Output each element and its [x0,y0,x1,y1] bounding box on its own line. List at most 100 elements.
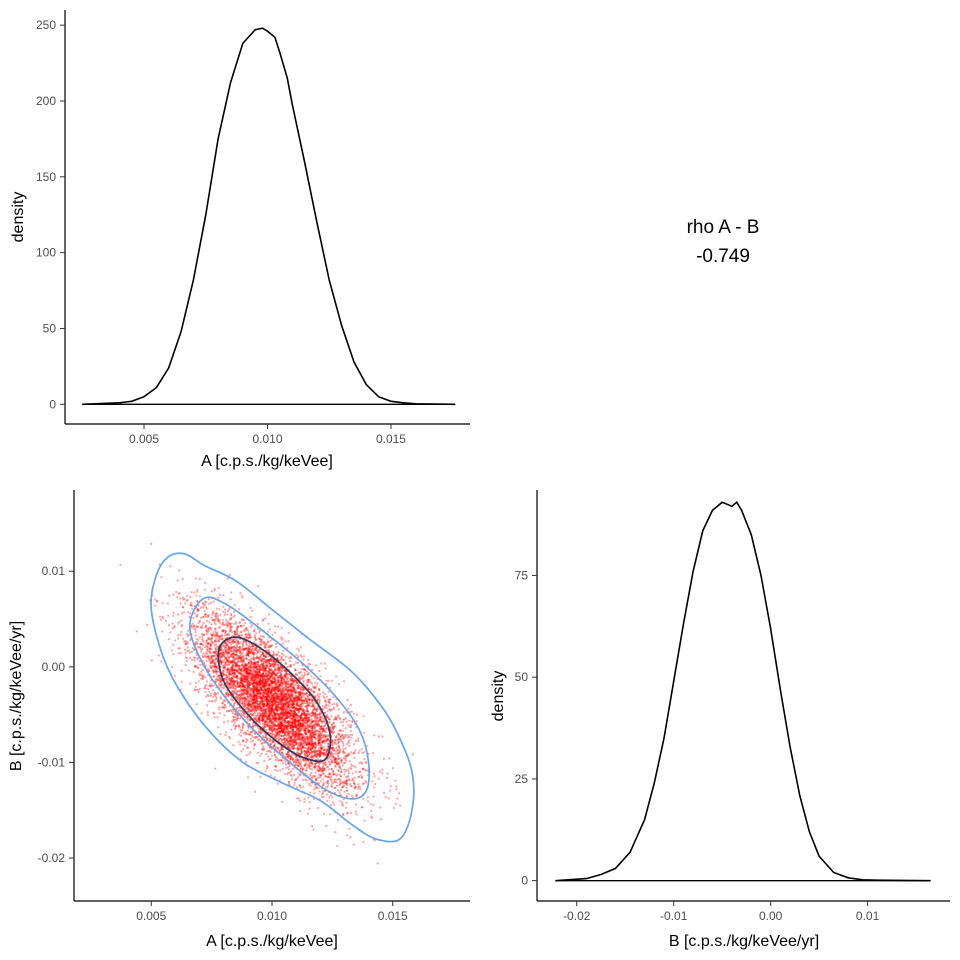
scatter-point [210,641,213,644]
scatter-point [214,767,217,770]
scatter-point [200,670,203,673]
scatter-point [241,685,244,688]
scatter-point [248,633,251,636]
scatter-point [341,764,344,767]
scatter-point [366,744,369,747]
scatter-point [318,715,321,718]
scatter-point [243,672,246,675]
scatter-point [289,754,293,757]
scatter-point [214,648,217,651]
scatter-point [300,667,303,671]
scatter-point [201,637,204,641]
scatter-point [190,624,193,627]
y-tick-label: 150 [36,170,56,184]
scatter-point [372,795,375,798]
scatter-point [335,718,338,721]
y-tick-label: 0 [49,397,56,411]
scatter-point [323,696,326,700]
scatter-point [325,701,328,704]
scatter-point [194,656,197,659]
scatter-point [379,818,383,821]
scatter-point [318,720,321,723]
scatter-point [292,712,295,715]
scatter-point [316,768,319,771]
scatter-point [296,647,299,650]
scatter-point [171,627,174,630]
scatter-point [363,750,366,754]
scatter-point [292,729,295,733]
scatter-point [282,642,285,645]
scatter-point [264,693,268,696]
scatter-point [193,689,196,692]
scatter-point [265,644,268,647]
scatter-point [372,804,375,807]
scatter-point [223,699,226,702]
scatter-point [335,784,339,787]
scatter-point [277,727,280,730]
scatter-point [256,718,259,721]
scatter-point [269,738,272,742]
scatter-point [334,718,337,721]
scatter-point [273,729,276,732]
scatter-point [273,673,276,676]
scatter-point [325,679,328,682]
scatter-point [323,705,326,708]
scatter-point [317,741,320,745]
scatter-point [286,716,289,719]
scatter-point [250,625,253,629]
scatter-point [294,679,297,682]
scatter-point [212,695,215,698]
scatter-point [324,667,327,670]
scatter-point [245,643,248,646]
scatter-point [310,689,313,692]
scatter-point [344,782,347,785]
scatter-point [178,569,181,572]
scatter-point [227,621,230,624]
scatter-point [336,738,339,742]
scatter-point [308,729,311,732]
scatter-point [246,676,249,679]
scatter-point [332,747,335,750]
scatter-point [279,769,282,772]
scatter-point [260,719,264,722]
scatter-point [285,681,288,684]
scatter-point [308,801,311,804]
scatter-point [301,724,304,727]
scatter-point [345,784,349,787]
scatter-point [218,677,221,680]
scatter-point [314,775,317,778]
scatter-point [287,736,290,739]
scatter-point [278,684,281,687]
scatter-point [274,730,277,733]
scatter-point [293,714,296,717]
scatter-point [261,714,264,717]
scatter-point [327,690,330,693]
scatter-point [237,694,240,697]
scatter-point [286,696,289,700]
scatter-point [180,619,183,622]
scatter-point [255,736,258,739]
scatter-point [326,748,329,751]
scatter-point [270,679,273,682]
scatter-point [304,738,307,741]
scatter-point [287,665,290,668]
scatter-point [330,715,333,718]
scatter-point [257,683,260,687]
scatter-point [286,692,289,695]
scatter-point [211,635,214,638]
scatter-point [281,637,284,640]
scatter-point [278,721,281,724]
scatter-point [328,708,331,711]
scatter-point [156,599,159,602]
scatter-point [203,633,206,636]
scatter-point [274,706,277,709]
scatter-point [226,650,230,653]
scatter-point [354,749,357,752]
scatter-point [291,695,294,698]
scatter-point [255,714,258,717]
scatter-point [311,744,314,747]
scatter-point [252,687,255,690]
scatter-point [258,669,261,673]
scatter-point [350,751,353,754]
scatter-point [348,772,351,775]
